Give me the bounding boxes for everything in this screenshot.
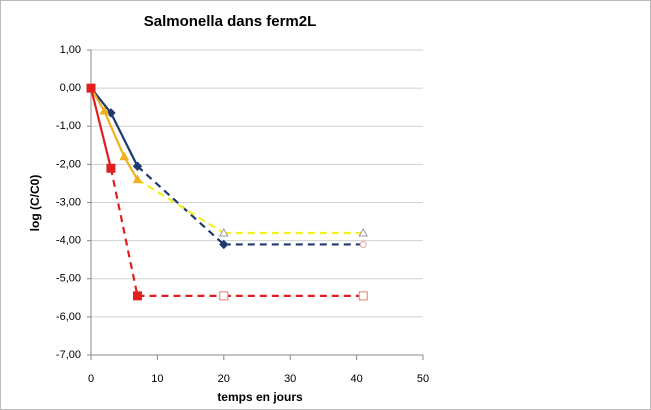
y-tick-label: -2,00 <box>56 158 81 170</box>
marker <box>106 163 116 173</box>
y-tick-label: 1,00 <box>60 44 81 56</box>
line-segment <box>123 156 139 181</box>
line-segment <box>109 112 139 167</box>
y-tick-label: -5,00 <box>56 273 81 285</box>
marker <box>219 239 229 250</box>
marker <box>132 291 142 301</box>
y-tick-label: 0,00 <box>60 82 81 94</box>
marker <box>358 227 369 237</box>
x-axis-title: temps en jours <box>217 390 303 404</box>
y-tick-label: -1,00 <box>56 120 81 132</box>
x-tick-label: 40 <box>350 373 362 385</box>
x-tick-label: 10 <box>151 373 163 385</box>
y-axis-title: log (C/C0) <box>28 175 42 232</box>
dashed-line <box>136 165 225 246</box>
chart-title: Salmonella dans ferm2L <box>144 13 317 30</box>
x-tick-label: 50 <box>417 373 429 385</box>
y-tick-label: -3,00 <box>56 196 81 208</box>
y-tick-label: -7,00 <box>56 349 81 361</box>
x-tick-label: 0 <box>88 373 94 385</box>
dashed-line <box>109 167 139 297</box>
marker <box>132 161 143 171</box>
line-segment <box>89 87 112 169</box>
marker <box>119 151 130 161</box>
marker <box>359 240 367 248</box>
y-tick-label: -6,00 <box>56 311 81 323</box>
marker <box>358 291 368 301</box>
marker <box>99 105 110 115</box>
marker <box>132 174 143 184</box>
y-tick-label: -4,00 <box>56 235 81 247</box>
dashed-line <box>136 178 225 234</box>
marker <box>218 227 229 237</box>
x-tick-label: 20 <box>218 373 230 385</box>
line-segment <box>103 110 126 158</box>
marker <box>86 83 96 93</box>
marker <box>219 291 229 301</box>
x-tick-label: 30 <box>284 373 296 385</box>
marker <box>106 108 116 118</box>
